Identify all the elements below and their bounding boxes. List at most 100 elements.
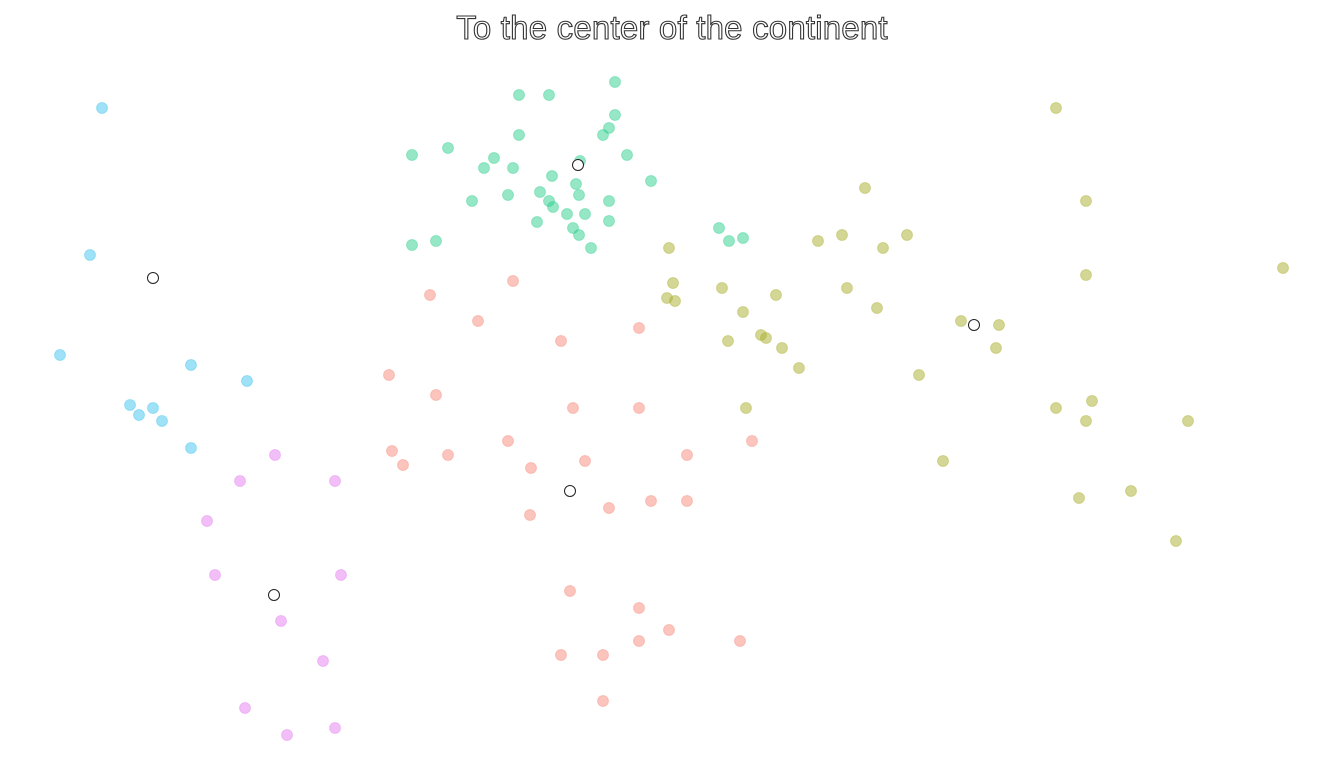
- data-point-green: [442, 142, 454, 154]
- data-point-olive: [1080, 195, 1092, 207]
- data-point-salmon: [472, 315, 484, 327]
- data-point-salmon: [597, 649, 609, 661]
- data-point-green: [502, 189, 514, 201]
- data-point-olive: [1050, 102, 1062, 114]
- data-point-salmon: [645, 495, 657, 507]
- data-point-olive: [1050, 402, 1062, 414]
- cluster-center-marker: [147, 272, 159, 284]
- data-point-olive: [913, 369, 925, 381]
- data-point-olive: [836, 229, 848, 241]
- data-point-blue: [241, 375, 253, 387]
- data-point-olive: [669, 295, 681, 307]
- data-point-green: [737, 232, 749, 244]
- data-point-olive: [1080, 415, 1092, 427]
- data-point-salmon: [525, 462, 537, 474]
- data-point-salmon: [507, 275, 519, 287]
- data-point-olive: [1086, 395, 1098, 407]
- data-point-green: [478, 162, 490, 174]
- data-point-olive: [1080, 269, 1092, 281]
- data-point-blue: [147, 402, 159, 414]
- data-point-pink: [329, 475, 341, 487]
- data-point-green: [561, 208, 573, 220]
- points-layer: [54, 76, 1289, 741]
- data-point-olive: [1073, 492, 1085, 504]
- data-point-green: [534, 186, 546, 198]
- data-point-green: [430, 235, 442, 247]
- data-point-salmon: [502, 435, 514, 447]
- data-point-blue: [133, 409, 145, 421]
- data-point-green: [513, 89, 525, 101]
- data-point-olive: [841, 282, 853, 294]
- data-point-green: [513, 129, 525, 141]
- data-point-green: [621, 149, 633, 161]
- data-point-olive: [770, 289, 782, 301]
- data-point-olive: [793, 362, 805, 374]
- data-point-pink: [269, 449, 281, 461]
- data-point-olive: [1182, 415, 1194, 427]
- data-point-green: [713, 222, 725, 234]
- data-point-green: [723, 235, 735, 247]
- data-point-blue: [185, 359, 197, 371]
- data-point-green: [507, 162, 519, 174]
- data-point-green: [570, 178, 582, 190]
- data-point-salmon: [555, 335, 567, 347]
- data-point-olive: [877, 242, 889, 254]
- centers-layer: [147, 159, 980, 601]
- data-point-salmon: [746, 435, 758, 447]
- data-point-green: [645, 175, 657, 187]
- chart-title: To the center of the continent: [456, 8, 889, 46]
- data-point-pink: [329, 722, 341, 734]
- data-point-pink: [209, 569, 221, 581]
- data-point-green: [546, 170, 558, 182]
- data-point-olive: [1170, 535, 1182, 547]
- data-point-green: [603, 215, 615, 227]
- data-point-salmon: [579, 455, 591, 467]
- data-point-green: [543, 89, 555, 101]
- data-point-salmon: [567, 402, 579, 414]
- data-point-salmon: [397, 459, 409, 471]
- data-point-salmon: [681, 495, 693, 507]
- data-point-olive: [722, 335, 734, 347]
- data-point-salmon: [386, 445, 398, 457]
- data-point-salmon: [603, 502, 615, 514]
- data-point-olive: [859, 182, 871, 194]
- data-point-salmon: [633, 602, 645, 614]
- data-point-olive: [760, 332, 772, 344]
- data-point-olive: [737, 306, 749, 318]
- data-point-blue: [124, 399, 136, 411]
- cluster-center-marker: [968, 319, 980, 331]
- data-point-olive: [955, 315, 967, 327]
- data-point-olive: [776, 342, 788, 354]
- cluster-center-marker: [268, 589, 280, 601]
- data-point-green: [547, 201, 559, 213]
- data-point-salmon: [430, 389, 442, 401]
- data-point-pink: [239, 702, 251, 714]
- data-point-green: [603, 195, 615, 207]
- data-point-olive: [667, 277, 679, 289]
- data-point-salmon: [442, 449, 454, 461]
- data-point-salmon: [424, 289, 436, 301]
- data-point-blue: [84, 249, 96, 261]
- data-point-blue: [54, 349, 66, 361]
- data-point-salmon: [681, 449, 693, 461]
- data-point-green: [406, 239, 418, 251]
- data-point-blue: [156, 415, 168, 427]
- data-point-green: [609, 76, 621, 88]
- data-point-salmon: [633, 402, 645, 414]
- data-point-pink: [275, 615, 287, 627]
- data-point-olive: [740, 402, 752, 414]
- data-point-green: [531, 216, 543, 228]
- data-point-olive: [901, 229, 913, 241]
- data-point-green: [466, 195, 478, 207]
- data-point-green: [597, 129, 609, 141]
- data-point-green: [585, 242, 597, 254]
- data-point-pink: [317, 655, 329, 667]
- data-point-salmon: [633, 322, 645, 334]
- data-point-olive: [990, 342, 1002, 354]
- data-point-salmon: [524, 509, 536, 521]
- data-point-salmon: [663, 624, 675, 636]
- data-point-salmon: [734, 635, 746, 647]
- data-point-olive: [716, 282, 728, 294]
- data-point-salmon: [633, 635, 645, 647]
